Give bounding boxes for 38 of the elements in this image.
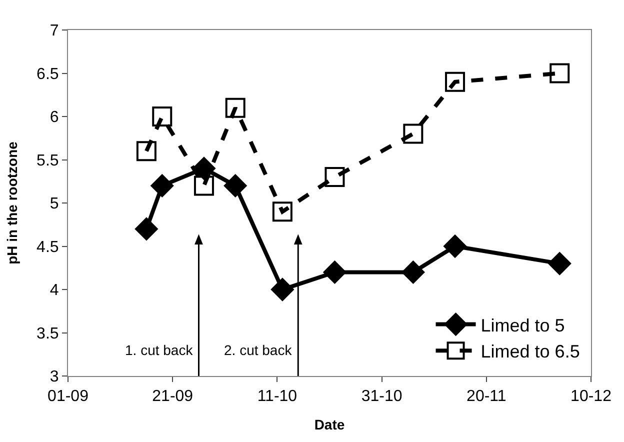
y-tick-label: 7	[50, 22, 59, 40]
point	[136, 141, 156, 162]
point	[271, 278, 294, 301]
ref-line-label: 2. cut back	[224, 342, 293, 358]
point	[402, 260, 425, 284]
point	[194, 176, 214, 196]
point	[548, 252, 572, 275]
point	[444, 234, 466, 258]
y-tick-label: 4	[50, 282, 59, 300]
x-tick-label: 01-09	[48, 388, 89, 406]
point	[225, 98, 246, 118]
y-tick-label: 3.5	[36, 325, 59, 342]
ref-line-label: 1. cut back	[125, 342, 194, 358]
point	[550, 63, 570, 84]
point	[323, 260, 346, 284]
point	[152, 106, 172, 126]
y-tick-label: 5	[50, 196, 59, 213]
point	[272, 202, 292, 222]
y-tick-label: 4.5	[36, 238, 59, 256]
legend-label: Limed to 5	[480, 315, 565, 336]
point	[403, 124, 424, 144]
x-tick-label: 11-10	[257, 388, 298, 406]
y-tick-label: 3	[50, 368, 59, 386]
point	[445, 72, 466, 92]
y-axis-title: pH in the rootzone	[4, 141, 20, 264]
x-tick-label: 21-09	[152, 388, 194, 406]
x-tick-label: 10-12	[570, 388, 612, 406]
y-tick-label: 6.5	[36, 66, 59, 83]
x-tick-label: 20-11	[466, 388, 506, 406]
point	[324, 167, 345, 188]
point	[224, 174, 247, 198]
y-tick-label: 5.5	[36, 152, 59, 170]
y-tick-label: 6	[50, 109, 59, 126]
legend-label: Limed to 6.5	[480, 342, 580, 362]
point	[135, 218, 158, 240]
x-tick-label: 31-10	[361, 388, 402, 406]
x-axis-title: Date	[314, 416, 345, 432]
point	[150, 174, 174, 198]
